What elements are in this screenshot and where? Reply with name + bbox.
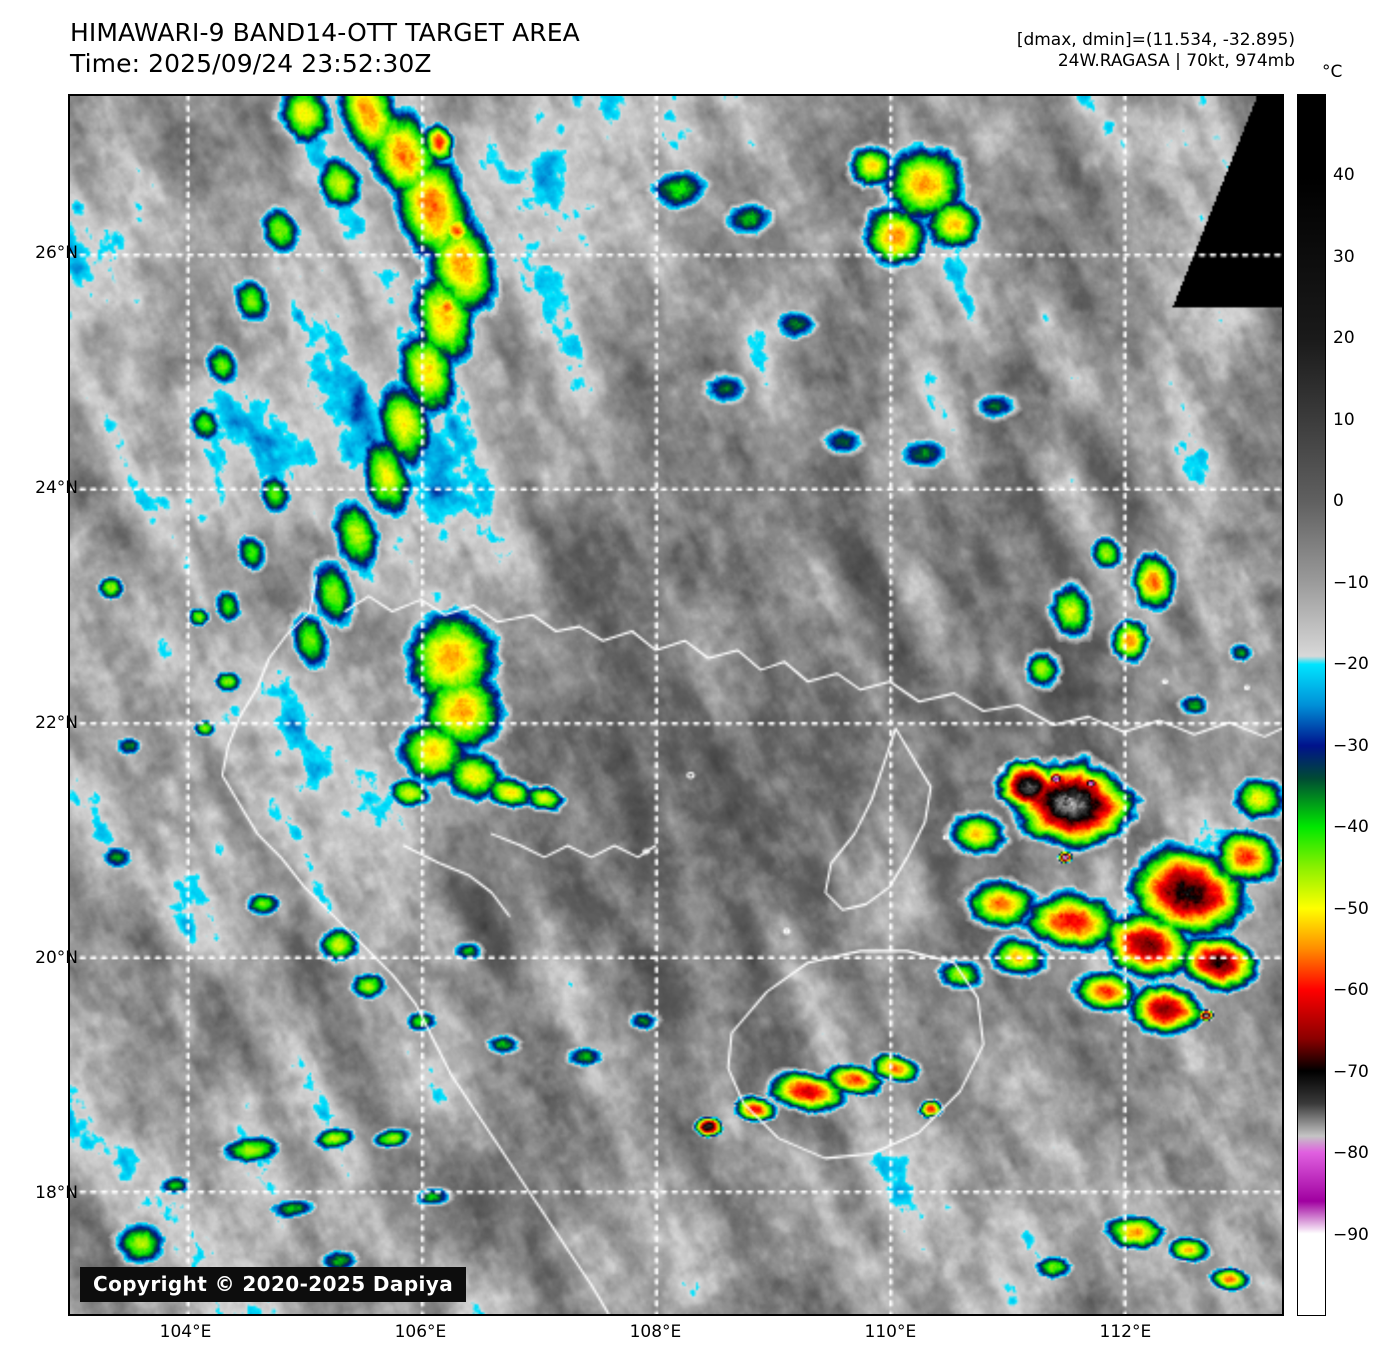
colorbar-tick--40: −40 bbox=[1333, 817, 1369, 838]
lat-tick-26: 26°N bbox=[35, 242, 78, 263]
colorbar-tick-30: 30 bbox=[1333, 246, 1355, 267]
timestamp-label: Time: 2025/09/24 23:52:30Z bbox=[70, 48, 432, 78]
lat-tick-18: 18°N bbox=[35, 1182, 78, 1203]
data-minmax-label: [dmax, dmin]=(11.534, -32.895) bbox=[1016, 30, 1295, 50]
header-title-block: HIMAWARI-9 BAND14-OTT TARGET AREA Time: … bbox=[70, 18, 580, 79]
colorbar-tick--10: −10 bbox=[1333, 572, 1369, 593]
lon-tick-104: 104°E bbox=[159, 1322, 212, 1342]
colorbar-tick--90: −90 bbox=[1333, 1224, 1369, 1245]
colorbar-tick--50: −50 bbox=[1333, 898, 1369, 919]
colorbar-tick--30: −30 bbox=[1333, 735, 1369, 756]
satellite-image-plot[interactable]: Copyright © 2020-2025 Dapiya bbox=[68, 94, 1284, 1316]
colorbar-tick-40: 40 bbox=[1333, 165, 1355, 186]
colorbar-tick--20: −20 bbox=[1333, 654, 1369, 675]
storm-info-label: 24W.RAGASA | 70kt, 974mb bbox=[1057, 51, 1295, 72]
satellite-imagery-canvas bbox=[70, 96, 1282, 1314]
lon-tick-110: 110°E bbox=[864, 1322, 917, 1342]
colorbar-tick--80: −80 bbox=[1333, 1143, 1369, 1164]
lat-tick-24: 24°N bbox=[35, 477, 78, 498]
colorbar-tick--70: −70 bbox=[1333, 1061, 1369, 1082]
lat-tick-20: 20°N bbox=[35, 947, 78, 968]
colorbar-tick--60: −60 bbox=[1333, 980, 1369, 1001]
page-title: HIMAWARI-9 BAND14-OTT TARGET AREA bbox=[70, 18, 580, 47]
colorbar-tick-20: 20 bbox=[1333, 328, 1355, 349]
temperature-colorbar[interactable] bbox=[1297, 94, 1326, 1316]
colorbar-gradient bbox=[1298, 95, 1325, 1315]
colorbar-tick-10: 10 bbox=[1333, 409, 1355, 430]
lon-tick-108: 108°E bbox=[629, 1322, 682, 1342]
copyright-watermark: Copyright © 2020-2025 Dapiya bbox=[80, 1267, 467, 1302]
colorbar-unit-label: °C bbox=[1322, 62, 1343, 82]
lat-tick-22: 22°N bbox=[35, 712, 78, 733]
header-meta-block: [dmax, dmin]=(11.534, -32.895) 24W.RAGAS… bbox=[1017, 30, 1295, 73]
colorbar-tick-0: 0 bbox=[1333, 491, 1344, 512]
lon-tick-106: 106°E bbox=[394, 1322, 447, 1342]
lon-tick-112: 112°E bbox=[1099, 1322, 1152, 1342]
